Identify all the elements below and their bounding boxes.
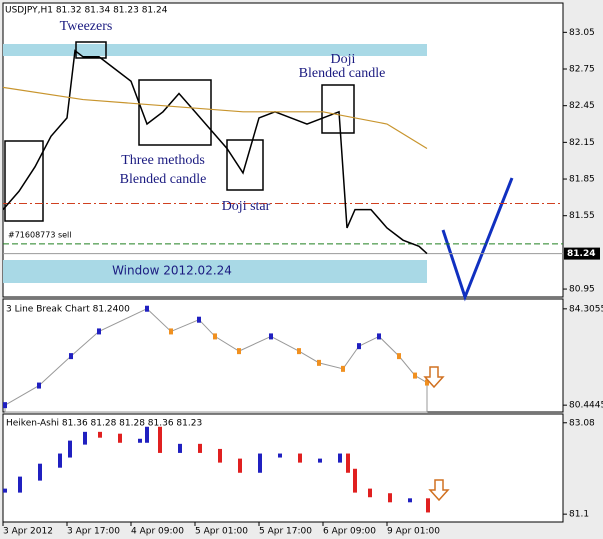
annotation: Three methods (121, 153, 205, 168)
ha-bar (353, 468, 357, 493)
break-brick (317, 359, 321, 366)
break-brick (213, 333, 217, 340)
y-tick-label: 84.3055 (569, 304, 603, 314)
x-tick-label: 3 Apr 17:00 (67, 527, 120, 537)
y-tick-label: 82.75 (569, 65, 595, 75)
last-label: 81.24 (567, 249, 595, 259)
x-tick-label: 3 Apr 2012 (3, 527, 53, 537)
annotation: Tweezers (60, 19, 113, 34)
y-tick-label: 83.05 (569, 28, 595, 38)
ha-bar (58, 453, 62, 468)
resistance-zone (3, 44, 427, 56)
x-tick-label: 9 Apr 01:00 (387, 527, 440, 537)
annotation: Blended candle (299, 66, 386, 81)
ha-bar (38, 463, 42, 481)
arrow-icon (423, 366, 445, 389)
break-brick (397, 353, 401, 360)
ha-bar (83, 431, 87, 445)
break-brick (169, 328, 173, 335)
ha-bar (3, 488, 7, 493)
main-title: USDJPY,H1 81.32 81.34 81.23 81.24 (5, 6, 168, 16)
panel-title: 3 Line Break Chart 81.2400 (6, 305, 130, 315)
y-tick-label: 80.4445 (569, 401, 603, 411)
ha-bar (158, 426, 162, 453)
y-tick-label: 81.85 (569, 175, 595, 185)
x-tick-label: 6 Apr 09:00 (323, 527, 376, 537)
box (75, 41, 107, 59)
ha-bar (388, 493, 392, 503)
box (4, 140, 44, 222)
y-tick-label: 81.55 (569, 211, 595, 221)
break-brick (69, 353, 73, 360)
break-brick (297, 348, 301, 355)
price-line (2, 86, 428, 149)
last-box (564, 247, 600, 260)
box (138, 79, 212, 146)
ha-bar (346, 453, 350, 473)
break-brick (425, 379, 429, 386)
ha-bar (218, 448, 222, 463)
ha-bar (258, 453, 262, 473)
ha-bar (238, 458, 242, 473)
break-brick (341, 365, 345, 372)
ha-bar (408, 498, 412, 503)
y-tick-label: 83.08 (569, 418, 595, 428)
ha-bar (68, 440, 72, 458)
break-brick (269, 333, 273, 340)
projection (441, 177, 514, 302)
break-brick (197, 316, 201, 323)
ha-bar (368, 488, 372, 498)
ha-bar (145, 426, 149, 443)
annotation: Doji (331, 52, 356, 67)
ha-bar (426, 498, 430, 513)
annotation: Blended candle (120, 172, 207, 187)
arrow-icon (428, 479, 450, 502)
ha-bar (278, 453, 282, 458)
break-brick (145, 305, 149, 312)
window-label: Window 2012.02.24 (112, 264, 232, 278)
pattern-boxes (4, 41, 355, 222)
ha-bar (98, 431, 102, 438)
annotation: Doji star (222, 199, 271, 214)
break-brick (357, 343, 361, 350)
y-tick-label: 82.45 (569, 101, 595, 111)
price-line (2, 49, 428, 255)
ha-bar (178, 443, 182, 453)
y-tick-label: 80.95 (569, 285, 595, 295)
break-brick (97, 328, 101, 335)
x-tick-label: 5 Apr 01:00 (195, 527, 248, 537)
y-tick-label: 81.1 (569, 510, 589, 520)
plots: 83.05 82.75 82.45 82.15 81.85 81.55 80.95 81.24… (2, 28, 603, 537)
break-brick (413, 372, 417, 379)
x-tick-label: 4 Apr 09:00 (131, 527, 184, 537)
panel-title: Heiken-Ashi 81.36 81.28 81.28 81.36 81.2… (6, 419, 202, 429)
break-brick (3, 402, 7, 409)
order-label: #71608773 sell (8, 231, 72, 240)
x-tick-label: 5 Apr 17:00 (259, 527, 312, 537)
box (226, 139, 264, 191)
box (321, 84, 355, 134)
ha-bar (118, 433, 122, 443)
break-brick (377, 333, 381, 340)
break-brick (37, 382, 41, 389)
arrows (423, 366, 450, 502)
ha-bar (18, 476, 22, 493)
ha-bar (198, 443, 202, 453)
ha-bar (138, 438, 142, 443)
break-brick (237, 348, 241, 355)
window-zone (3, 260, 427, 283)
ha-bar (318, 458, 322, 463)
ha-bar (298, 453, 302, 463)
y-tick-label: 82.15 (569, 138, 595, 148)
ha-bar (338, 453, 342, 463)
heiken-panel (2, 413, 564, 523)
